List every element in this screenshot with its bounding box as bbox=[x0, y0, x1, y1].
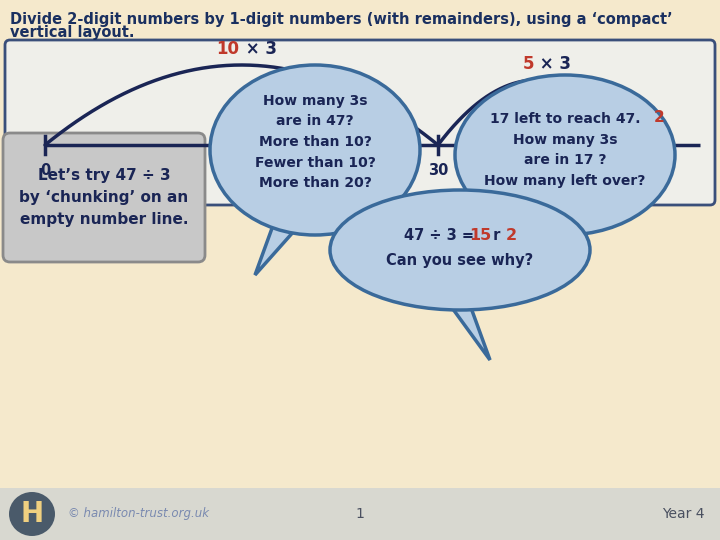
FancyBboxPatch shape bbox=[5, 40, 715, 205]
Text: r: r bbox=[487, 228, 505, 244]
Text: Let’s try 47 ÷ 3
by ‘chunking’ on an
empty number line.: Let’s try 47 ÷ 3 by ‘chunking’ on an emp… bbox=[19, 168, 189, 227]
Text: 2: 2 bbox=[654, 110, 665, 125]
Ellipse shape bbox=[330, 190, 590, 310]
Text: 30: 30 bbox=[428, 163, 448, 178]
Text: 45: 45 bbox=[624, 163, 644, 178]
Polygon shape bbox=[510, 225, 550, 270]
Text: 47 ÷ 3 =: 47 ÷ 3 = bbox=[405, 228, 480, 244]
Text: × 3: × 3 bbox=[240, 40, 276, 58]
Text: Divide 2-digit numbers by 1-digit numbers (with remainders), using a ‘compact’: Divide 2-digit numbers by 1-digit number… bbox=[10, 12, 672, 27]
Text: 5: 5 bbox=[523, 55, 534, 73]
Polygon shape bbox=[255, 220, 295, 275]
Text: 2: 2 bbox=[505, 228, 517, 244]
Polygon shape bbox=[450, 305, 490, 360]
Ellipse shape bbox=[9, 492, 55, 536]
Text: 15: 15 bbox=[469, 228, 492, 244]
Text: 47: 47 bbox=[651, 163, 671, 178]
Ellipse shape bbox=[455, 75, 675, 235]
Text: How many 3s
are in 47?
More than 10?
Fewer than 10?
More than 20?: How many 3s are in 47? More than 10? Few… bbox=[255, 94, 375, 190]
Text: 0: 0 bbox=[40, 163, 50, 178]
Text: × 3: × 3 bbox=[534, 55, 571, 73]
Text: vertical layout.: vertical layout. bbox=[10, 25, 135, 40]
Text: © hamilton-trust.org.uk: © hamilton-trust.org.uk bbox=[68, 508, 209, 521]
FancyBboxPatch shape bbox=[3, 133, 205, 262]
Text: 10: 10 bbox=[217, 40, 240, 58]
Text: 1: 1 bbox=[356, 507, 364, 521]
Text: Year 4: Year 4 bbox=[662, 507, 705, 521]
Text: Can you see why?: Can you see why? bbox=[387, 253, 534, 267]
Text: H: H bbox=[20, 500, 44, 528]
Ellipse shape bbox=[210, 65, 420, 235]
FancyBboxPatch shape bbox=[0, 488, 720, 540]
Text: 17 left to reach 47.
How many 3s
are in 17 ?
How many left over?: 17 left to reach 47. How many 3s are in … bbox=[485, 112, 646, 188]
